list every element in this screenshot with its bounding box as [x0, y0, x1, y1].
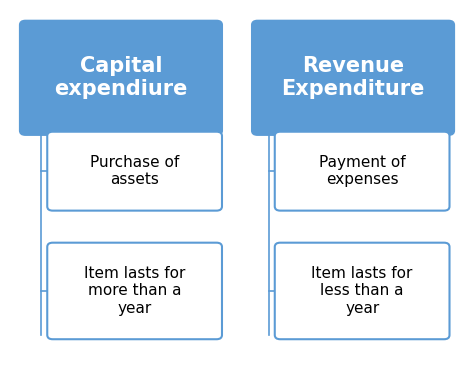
FancyBboxPatch shape [275, 243, 449, 339]
FancyBboxPatch shape [47, 243, 222, 339]
Text: Capital
expendiure: Capital expendiure [55, 56, 188, 99]
FancyBboxPatch shape [47, 132, 222, 211]
FancyBboxPatch shape [20, 21, 222, 135]
Text: Item lasts for
less than a
year: Item lasts for less than a year [311, 266, 413, 316]
Text: Payment of
expenses: Payment of expenses [319, 155, 405, 188]
Text: Purchase of
assets: Purchase of assets [90, 155, 179, 188]
FancyBboxPatch shape [252, 21, 454, 135]
FancyBboxPatch shape [275, 132, 449, 211]
Text: Revenue
Expenditure: Revenue Expenditure [282, 56, 425, 99]
Text: Item lasts for
more than a
year: Item lasts for more than a year [84, 266, 185, 316]
